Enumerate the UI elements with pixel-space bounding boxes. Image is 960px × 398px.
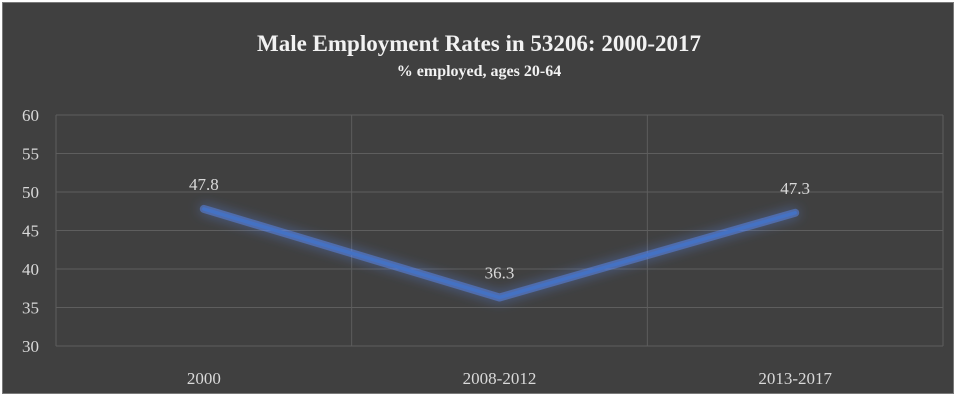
y-axis: 30 35 40 45 50 55 60: [22, 106, 39, 356]
line-chart: Male Employment Rates in 53206: 2000-201…: [22, 31, 944, 388]
data-point-2: [793, 211, 797, 215]
chart-title: Male Employment Rates in 53206: 2000-201…: [257, 31, 701, 56]
y-tick-label-50: 50: [22, 183, 39, 202]
y-tick-label-55: 55: [22, 145, 39, 164]
y-tick-label-30: 30: [22, 337, 39, 356]
data-point-0: [202, 207, 206, 211]
y-tick-label-60: 60: [22, 106, 39, 125]
x-tick-label-2: 2013-2017: [758, 369, 832, 388]
grid: [55, 114, 944, 347]
data-label-2: 47.3: [780, 179, 810, 198]
series-line-0: [202, 207, 797, 300]
data-labels: 47.8 36.3 47.3: [189, 175, 810, 283]
data-point-1: [498, 295, 501, 299]
series-line-glow-0: [199, 204, 800, 302]
series-layer: [199, 204, 800, 302]
data-label-1: 36.3: [485, 263, 515, 282]
chart-subtitle: % employed, ages 20-64: [397, 63, 561, 80]
x-tick-label-1: 2008-2012: [463, 369, 537, 388]
x-tick-label-0: 2000: [187, 369, 221, 388]
data-label-0: 47.8: [189, 175, 219, 194]
chart-container: Male Employment Rates in 53206: 2000-201…: [2, 2, 954, 394]
y-tick-label-45: 45: [22, 222, 39, 241]
y-tick-label-35: 35: [22, 299, 39, 318]
x-axis: 2000 2008-2012 2013-2017: [187, 369, 833, 388]
y-tick-label-40: 40: [22, 260, 39, 279]
